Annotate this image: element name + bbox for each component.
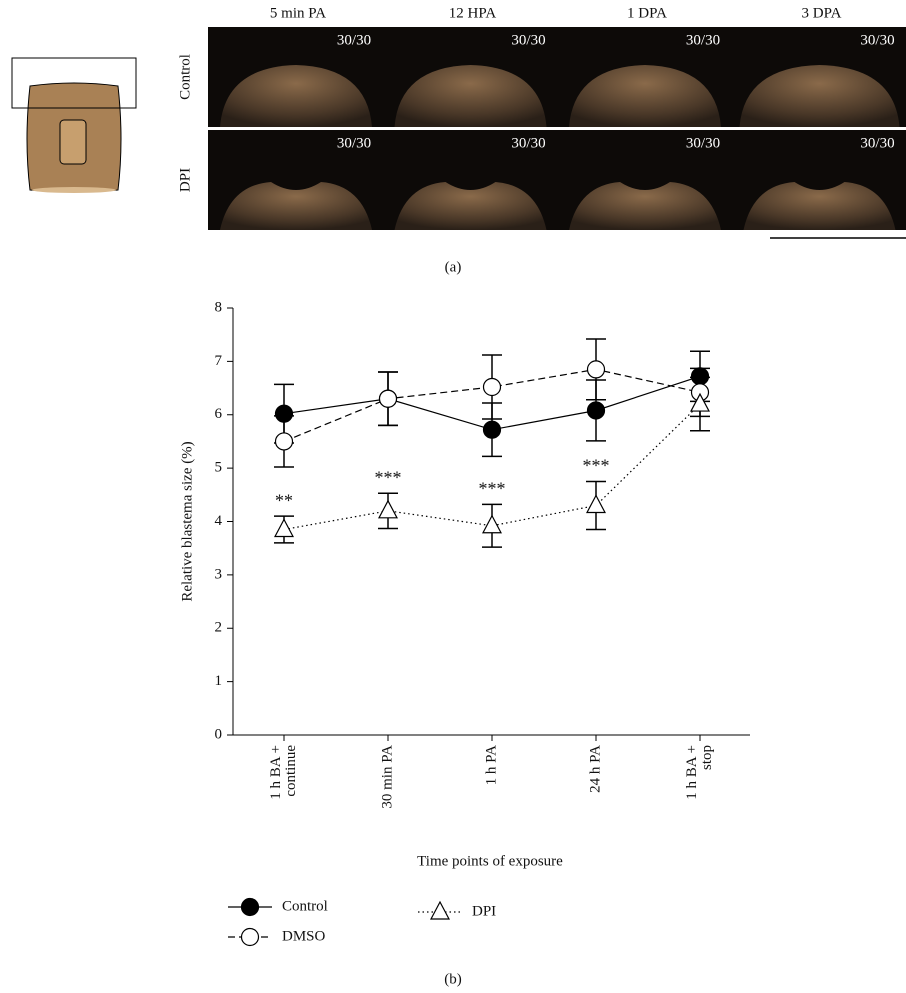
x-tick-label: 1 h BA + xyxy=(268,745,284,800)
count-label: 30/30 xyxy=(511,135,545,151)
x-tick-label: stop xyxy=(699,745,715,770)
column-header: 12 HPA xyxy=(449,5,497,21)
marker xyxy=(587,495,605,512)
marker xyxy=(588,361,605,378)
count-label: 30/30 xyxy=(337,32,371,48)
y-axis-title: Relative blastema size (%) xyxy=(179,441,195,601)
significance-label: *** xyxy=(375,467,402,487)
legend-marker xyxy=(242,899,259,916)
marker xyxy=(484,378,501,395)
y-tick-label: 1 xyxy=(215,673,223,689)
significance-label: *** xyxy=(479,479,506,499)
legend-label: Control xyxy=(282,898,328,914)
y-tick-label: 8 xyxy=(215,299,223,315)
legend-marker xyxy=(242,929,259,946)
y-tick-label: 3 xyxy=(215,566,223,582)
significance-label: ** xyxy=(275,490,293,510)
photo-grid: 5 min PA 12 HPA 1 DPA 3 DPA Control 30/30 30/3… xyxy=(177,5,906,230)
marker xyxy=(379,501,397,518)
x-tick-label: 1 h BA + xyxy=(684,745,700,800)
x-tick-label: 24 h PA xyxy=(587,745,603,793)
y-tick-label: 0 xyxy=(215,726,223,742)
count-label: 30/30 xyxy=(686,135,720,151)
x-axis-title: Time points of exposure xyxy=(417,853,563,869)
marker xyxy=(380,390,397,407)
marker xyxy=(276,405,293,422)
column-header: 3 DPA xyxy=(802,5,842,21)
marker xyxy=(276,433,293,450)
chart: 0 1 2 3 4 5 6 7 8 Relative blastema size (%) Time … xyxy=(179,299,750,945)
x-tick-label: continue xyxy=(283,745,299,797)
y-tick-label: 7 xyxy=(215,353,223,369)
panel-label: (b) xyxy=(444,971,462,987)
count-label: 30/30 xyxy=(860,135,894,151)
y-tick-label: 2 xyxy=(215,620,223,636)
y-tick-label: 4 xyxy=(215,513,223,529)
marker xyxy=(692,368,709,385)
legend-label: DPI xyxy=(472,903,496,919)
legend-marker xyxy=(431,902,449,919)
schematic xyxy=(12,58,136,193)
row-label: Control xyxy=(177,54,193,100)
row-label: DPI xyxy=(177,168,193,192)
y-tick-label: 6 xyxy=(215,406,223,422)
panel-label: (a) xyxy=(445,259,462,275)
count-label: 30/30 xyxy=(511,32,545,48)
x-tick-label: 1 h PA xyxy=(483,745,499,785)
significance-label: *** xyxy=(583,456,610,476)
legend-label: DMSO xyxy=(282,928,326,944)
column-header: 5 min PA xyxy=(270,5,326,21)
count-label: 30/30 xyxy=(686,32,720,48)
count-label: 30/30 xyxy=(337,135,371,151)
count-label: 30/30 xyxy=(860,32,894,48)
y-tick-label: 5 xyxy=(215,460,223,476)
marker xyxy=(588,402,605,419)
marker xyxy=(275,520,293,537)
figure: 5 min PA 12 HPA 1 DPA 3 DPA Control 30/30 30/3… xyxy=(0,0,906,993)
x-tick-label: 30 min PA xyxy=(379,745,395,809)
marker xyxy=(484,421,501,438)
column-header: 1 DPA xyxy=(627,5,667,21)
